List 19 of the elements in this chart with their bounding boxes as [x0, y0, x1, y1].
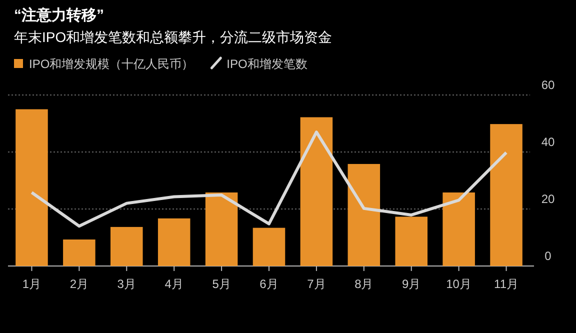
- legend-label: IPO和增发笔数: [226, 57, 308, 71]
- x-tick-label: 11月: [494, 277, 519, 291]
- chart-subtitle: 年末IPO和增发笔数和总额攀升，分流二级市场资金: [14, 29, 332, 45]
- x-tick-label: 6月: [260, 277, 278, 291]
- y-tick-label: 20: [541, 192, 555, 206]
- x-tick-label: 1月: [22, 277, 42, 291]
- x-tick-label: 5月: [212, 277, 231, 291]
- x-tick-label: 2月: [70, 277, 89, 291]
- chart-title: “注意力转移”: [14, 6, 104, 24]
- x-tick-label: 9月: [402, 277, 421, 291]
- x-tick-label: 3月: [117, 277, 136, 291]
- x-tick-label: 10月: [446, 277, 472, 291]
- x-tick-label: 7月: [307, 277, 326, 291]
- legend-label: IPO和增发规模（十亿人民币）: [29, 57, 194, 71]
- y-tick-label: 60: [541, 78, 555, 92]
- x-tick-label: 8月: [354, 277, 374, 291]
- y-tick-label: 40: [541, 135, 555, 149]
- x-tick-label: 4月: [164, 277, 184, 291]
- y-tick-label: 0: [544, 249, 552, 263]
